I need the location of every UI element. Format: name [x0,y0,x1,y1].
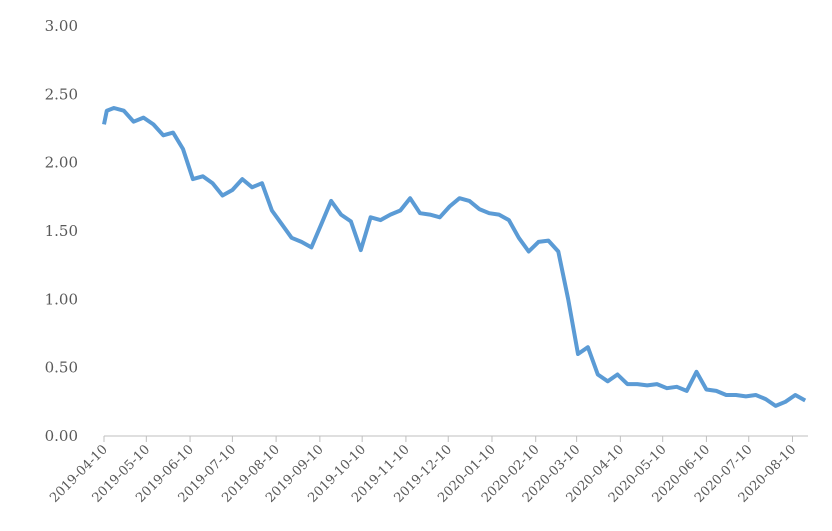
y-tick-label: 0.00 [45,427,78,445]
data-line [102,106,807,408]
y-tick-label: 3.00 [45,17,78,35]
y-tick-label: 2.00 [45,154,78,172]
y-tick-label: 0.50 [45,359,78,377]
y-tick-label: 1.50 [45,222,78,240]
y-tick-label: 1.00 [45,290,78,308]
y-tick-label: 2.50 [45,85,78,103]
